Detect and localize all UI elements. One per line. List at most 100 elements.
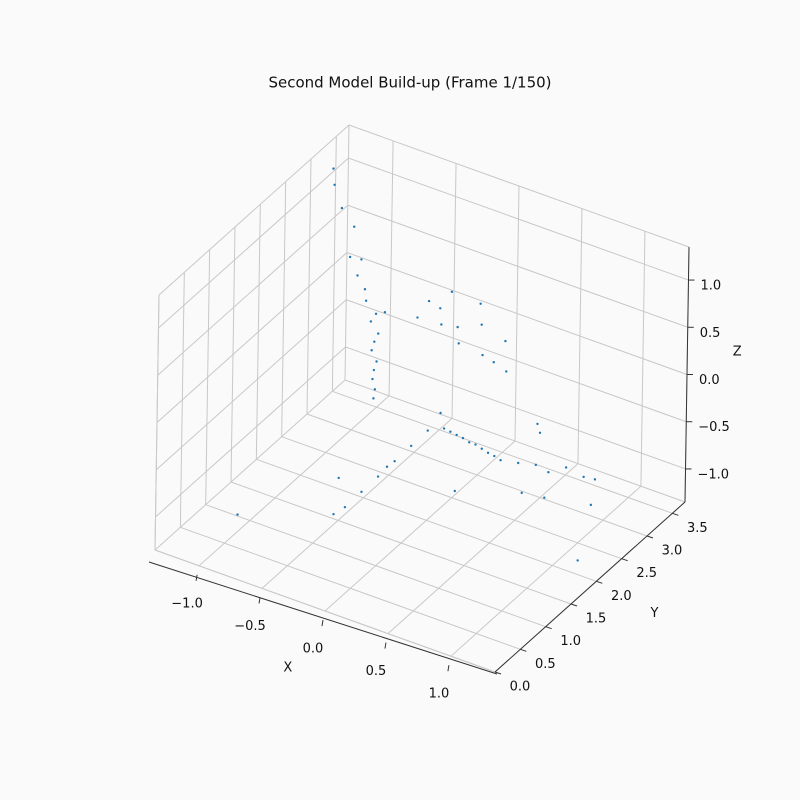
point: [453, 489, 456, 493]
x-axis: [148, 561, 498, 675]
point: [439, 411, 442, 415]
point: [480, 323, 483, 326]
point: [534, 463, 538, 467]
point: [442, 427, 446, 430]
point: [449, 430, 452, 433]
point: [375, 360, 378, 363]
point: [372, 368, 376, 372]
point: [369, 320, 373, 323]
point: [455, 433, 458, 437]
point: [461, 436, 465, 440]
y-tick: [520, 648, 527, 652]
grid-line: [346, 252, 688, 375]
point: [456, 325, 459, 329]
x-tick: [384, 642, 387, 649]
y-axis: [494, 501, 686, 673]
point: [480, 447, 483, 450]
point: [337, 476, 340, 480]
point: [543, 496, 546, 499]
point: [439, 307, 442, 310]
y-tick-label: 1.5: [586, 612, 607, 627]
point: [427, 299, 431, 303]
point: [520, 491, 523, 495]
point: [474, 443, 477, 446]
y-tick: [646, 535, 654, 539]
point: [373, 340, 376, 343]
point: [377, 332, 380, 335]
grid-line: [158, 157, 349, 329]
x-tick-label: −1.0: [171, 596, 203, 611]
point: [409, 444, 413, 448]
point: [333, 183, 336, 187]
y-tick: [494, 671, 502, 675]
point: [343, 505, 347, 509]
grid-line: [205, 504, 546, 628]
z-tick-label: 0.5: [700, 326, 721, 341]
point: [356, 274, 359, 277]
grid-line: [154, 549, 496, 673]
grid-line: [157, 204, 349, 376]
z-tick-label: −1.0: [698, 467, 730, 482]
grid-line: [345, 346, 686, 470]
point: [564, 466, 568, 469]
z-tick-label: 1.0: [700, 279, 721, 294]
point: [364, 299, 368, 302]
grid-line: [347, 204, 688, 328]
y-tick: [570, 603, 578, 607]
point: [450, 290, 454, 294]
point: [505, 370, 508, 373]
point: [481, 353, 484, 357]
grid-line: [156, 252, 348, 423]
point: [479, 302, 482, 305]
y-tick-label: 0.5: [535, 657, 556, 672]
x-tick-label: −0.5: [234, 619, 266, 634]
grid-line: [450, 485, 642, 657]
y-tick-label: 3.0: [662, 544, 683, 559]
pane-edge: [158, 124, 350, 296]
y-tick: [596, 580, 603, 584]
point: [576, 559, 579, 562]
z-axis-label: Z: [733, 344, 742, 359]
grid-line: [198, 395, 390, 567]
point: [360, 258, 363, 261]
x-tick: [195, 574, 198, 581]
point: [363, 288, 367, 291]
point: [372, 397, 375, 400]
z-tick-label: −0.5: [698, 420, 730, 435]
y-tick-label: 3.5: [687, 521, 708, 536]
grid-line: [387, 463, 579, 634]
z-tick-label: 0.0: [699, 373, 720, 388]
x-tick: [447, 665, 450, 672]
grid-line: [230, 481, 572, 605]
point: [376, 475, 380, 478]
chart-title: Second Model Build-up (Frame 1/150): [268, 74, 551, 92]
grid-line: [261, 418, 453, 589]
point: [492, 361, 495, 364]
point: [348, 255, 352, 259]
point: [332, 512, 335, 516]
point: [340, 206, 344, 210]
grid-line: [346, 299, 687, 423]
point: [589, 503, 593, 507]
point: [536, 422, 539, 426]
point: [504, 339, 507, 343]
grid-line: [180, 526, 521, 650]
point: [373, 388, 377, 391]
point: [236, 513, 239, 516]
point: [486, 451, 490, 455]
point: [426, 429, 429, 432]
x-tick-label: 0.0: [303, 642, 324, 657]
y-tick: [621, 558, 628, 562]
point: [393, 460, 396, 463]
y-axis-label: Y: [650, 606, 659, 621]
x-tick: [321, 619, 324, 627]
point: [468, 441, 471, 444]
point: [499, 458, 502, 462]
grid-line: [155, 299, 347, 471]
point: [360, 490, 363, 494]
point: [353, 225, 356, 228]
grid-line: [256, 458, 597, 582]
point: [547, 471, 550, 474]
grid-line: [332, 390, 673, 514]
